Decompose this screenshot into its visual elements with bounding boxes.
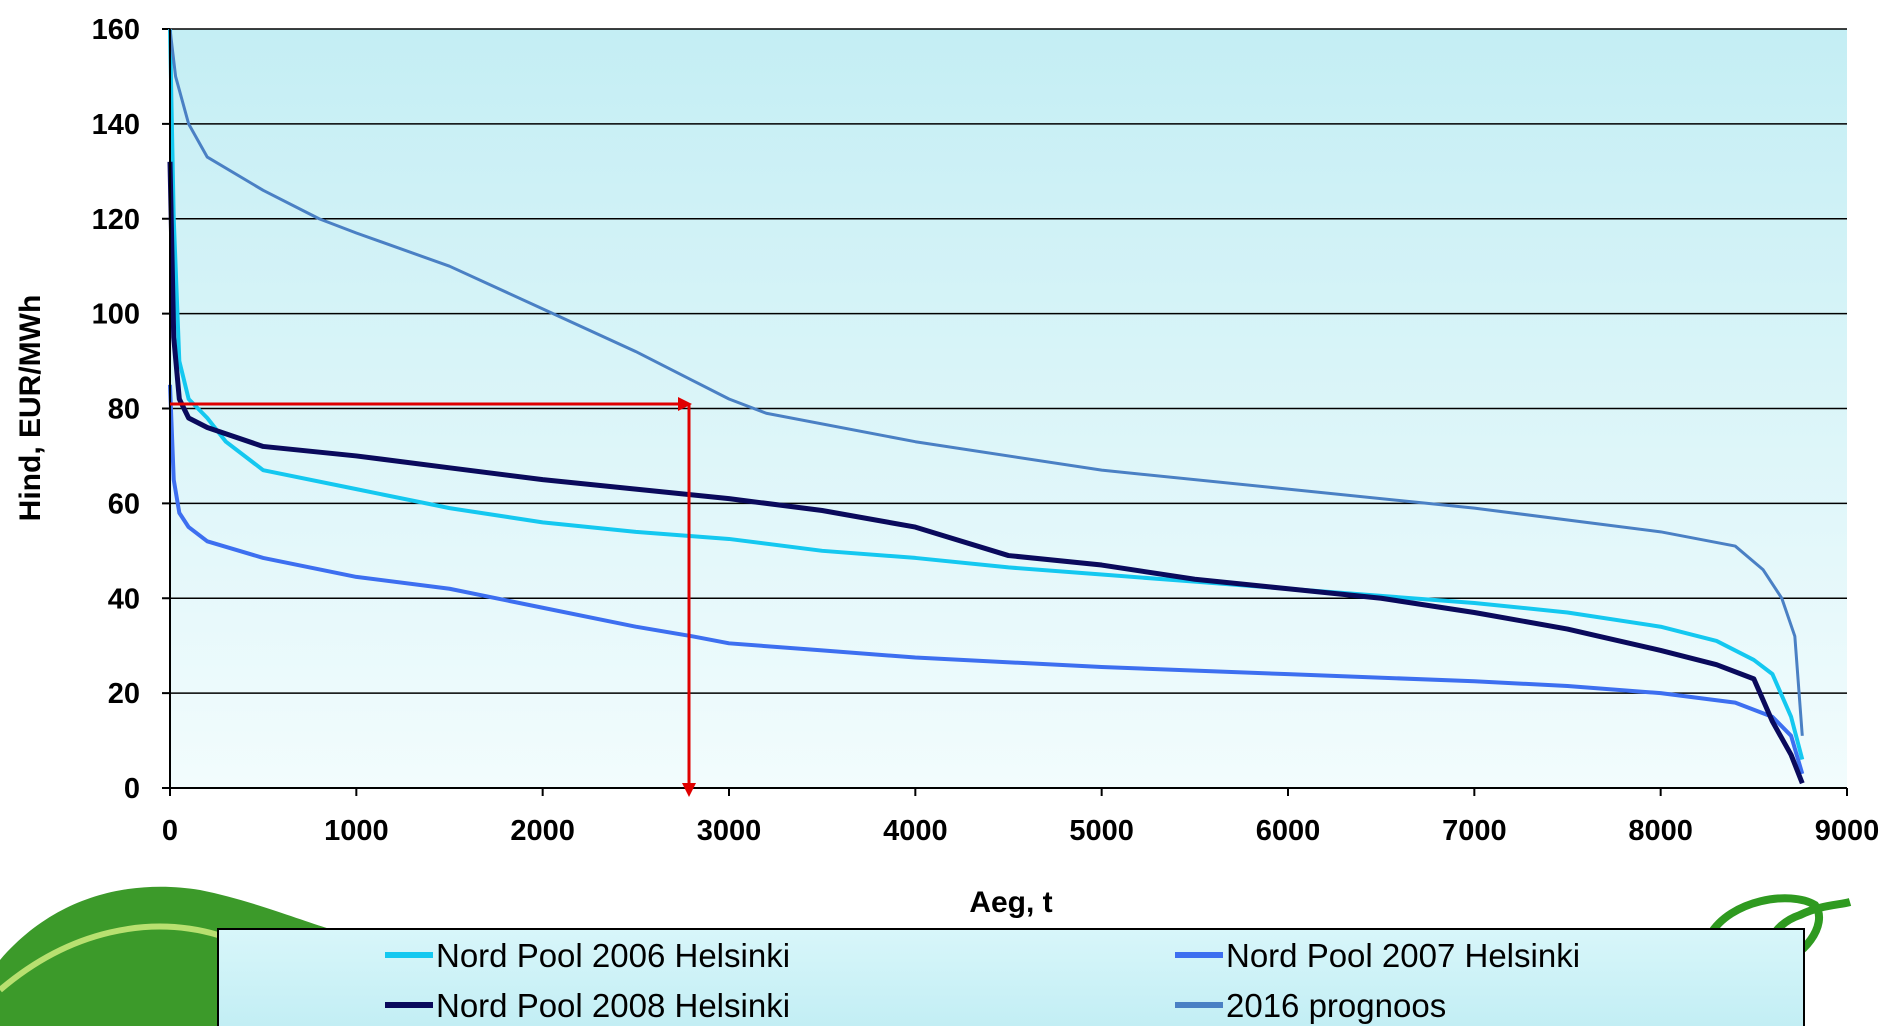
swoosh [0,886,330,1026]
x-tick-label: 5000 [1069,815,1134,847]
y-tick-label: 0 [124,773,140,805]
x-tick-label: 0 [162,815,178,847]
series-line [168,28,1804,736]
x-tick-label: 4000 [883,815,948,847]
y-tick-label: 40 [108,583,140,615]
legend-label: Nord Pool 2006 Helsinki [436,937,790,974]
swoosh-line [0,923,219,993]
x-tick-label: 3000 [697,815,762,847]
series-line [168,384,1805,775]
legend-label: Nord Pool 2008 Helsinki [436,987,790,1024]
x-tick-label: 6000 [1256,815,1321,847]
x-tick-label: 7000 [1442,815,1507,847]
y-tick-label: 60 [108,488,140,520]
annotation-arrows [170,397,696,797]
x-tick-label: 8000 [1628,815,1693,847]
x-tick-label: 9000 [1815,815,1880,847]
y-tick-label: 20 [108,678,140,710]
legend-label: 2016 prognoos [1226,987,1446,1024]
series-line [167,161,1805,785]
y-axis-title: Hind, EUR/MWh [14,295,47,522]
x-tick-label: 2000 [510,815,575,847]
x-tick-label: 1000 [324,815,389,847]
series-line [168,28,1805,761]
legend-label: Nord Pool 2007 Helsinki [1226,937,1580,974]
legend-box [217,928,1805,1026]
y-tick-label: 80 [108,394,140,426]
y-tick-label: 160 [92,14,140,46]
y-tick-label: 140 [92,109,140,141]
arrow-head [678,397,692,411]
arrow-head [682,783,696,797]
x-axis-title: Aeg, t [969,886,1052,919]
y-tick-label: 120 [92,204,140,236]
y-tick-label: 100 [92,299,140,331]
